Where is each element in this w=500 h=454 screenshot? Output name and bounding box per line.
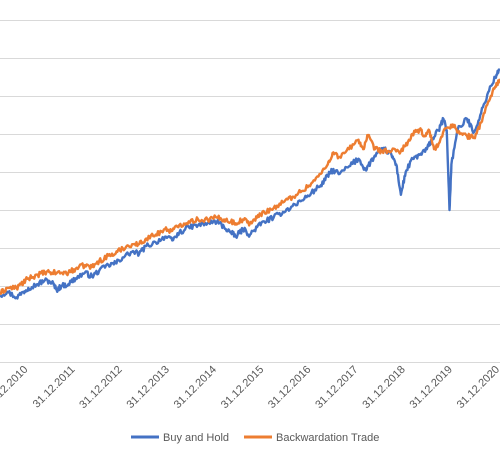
x-tick-label: 31.12.2017: [313, 364, 360, 411]
series-layer: [0, 68, 500, 300]
series-line-buy-and-hold: [0, 68, 500, 300]
gridlines: [0, 20, 500, 363]
x-axis-tick-labels: 31.12.2010 31.12.2011 31.12.2012 31.12.2013…: [0, 364, 500, 411]
legend: Buy and Hold Backwardation Trade: [131, 432, 379, 444]
x-tick-label: 31.12.2013: [125, 364, 172, 411]
x-tick-label: 31.12.2016: [266, 364, 313, 411]
x-tick-label: 31.12.2011: [31, 364, 78, 411]
legend-label-buy-and-hold: Buy and Hold: [163, 432, 229, 444]
x-tick-label: 31.12.2012: [77, 364, 124, 411]
legend-item-buy-and-hold: Buy and Hold: [131, 432, 229, 444]
x-tick-label: 31.12.2010: [0, 364, 30, 411]
x-tick-label: 31.12.2020: [455, 364, 500, 411]
x-tick-label: 31.12.2015: [219, 364, 266, 411]
legend-label-backwardation-trade: Backwardation Trade: [276, 432, 379, 444]
x-tick-label: 31.12.2019: [408, 364, 455, 411]
x-tick-label: 31.12.2018: [360, 364, 407, 411]
x-tick-label: 31.12.2014: [172, 364, 219, 411]
legend-item-backwardation-trade: Backwardation Trade: [244, 432, 379, 444]
series-line-backwardation-trade: [0, 78, 500, 295]
